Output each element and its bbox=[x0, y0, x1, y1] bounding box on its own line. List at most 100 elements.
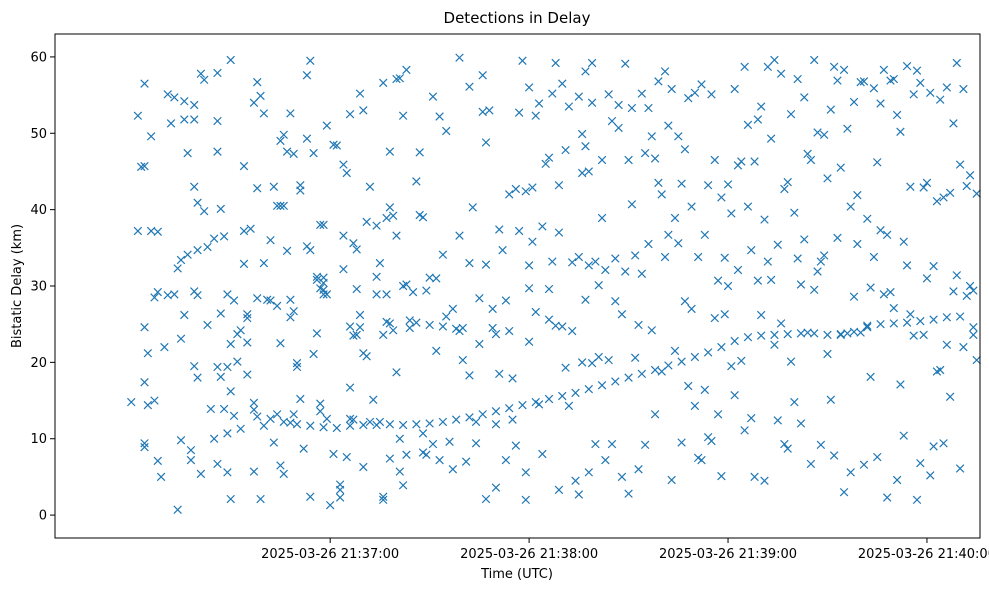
data-point-marker bbox=[690, 88, 700, 98]
data-point-marker bbox=[471, 417, 481, 427]
data-point-marker bbox=[567, 326, 577, 336]
data-point-marker bbox=[166, 119, 176, 128]
data-point-marker bbox=[942, 313, 952, 322]
data-point-marker bbox=[896, 380, 905, 389]
data-point-marker bbox=[727, 361, 736, 371]
data-point-marker bbox=[266, 235, 275, 245]
data-point-marker bbox=[700, 385, 710, 395]
data-point-marker bbox=[919, 330, 928, 340]
data-point-marker bbox=[153, 456, 163, 466]
y-tick-label: 40 bbox=[30, 203, 47, 218]
data-point-marker bbox=[140, 377, 149, 387]
x-tick-label: 2025-03-26 21:37:00 bbox=[261, 547, 399, 562]
data-point-marker bbox=[564, 102, 574, 111]
data-point-marker bbox=[491, 483, 501, 492]
data-point-marker bbox=[345, 421, 355, 430]
data-point-marker bbox=[796, 329, 806, 338]
data-point-marker bbox=[306, 492, 315, 501]
data-point-marker bbox=[302, 71, 312, 80]
data-point-marker bbox=[730, 336, 739, 346]
data-point-marker bbox=[846, 468, 855, 477]
data-point-marker bbox=[882, 230, 892, 240]
data-point-marker bbox=[664, 361, 673, 370]
data-point-marker bbox=[554, 485, 564, 495]
data-point-marker bbox=[223, 468, 232, 477]
x-axis-ticks: 2025-03-26 21:37:00 2025-03-26 21:38:00 20… bbox=[261, 538, 989, 562]
data-point-marker bbox=[919, 183, 928, 192]
data-point-marker bbox=[435, 455, 444, 465]
data-point-marker bbox=[196, 69, 206, 78]
data-point-marker bbox=[538, 449, 547, 459]
data-point-marker bbox=[504, 403, 514, 413]
data-point-marker bbox=[465, 371, 474, 380]
data-point-marker bbox=[621, 59, 630, 69]
data-point-marker bbox=[793, 254, 802, 263]
data-point-marker bbox=[796, 280, 806, 289]
data-point-marker bbox=[524, 337, 534, 346]
data-point-marker bbox=[365, 417, 375, 427]
data-point-marker bbox=[355, 323, 365, 332]
data-point-marker bbox=[501, 455, 511, 465]
data-point-marker bbox=[286, 295, 295, 304]
x-tick-label: 2025-03-26 21:40:00 bbox=[858, 547, 989, 562]
data-point-marker bbox=[190, 115, 199, 124]
data-point-marker bbox=[299, 444, 308, 453]
data-point-marker bbox=[813, 128, 822, 137]
data-point-marker bbox=[531, 307, 540, 317]
data-point-marker bbox=[282, 147, 292, 156]
data-point-marker bbox=[770, 330, 779, 340]
data-point-marker bbox=[246, 224, 255, 233]
data-point-marker bbox=[156, 472, 166, 482]
data-point-marker bbox=[219, 404, 229, 414]
data-point-marker bbox=[193, 245, 202, 255]
data-point-marker bbox=[385, 319, 395, 328]
data-point-marker bbox=[926, 88, 935, 98]
data-point-marker bbox=[392, 231, 401, 240]
data-point-marker bbox=[863, 321, 872, 330]
data-point-marker bbox=[747, 413, 756, 423]
data-point-marker bbox=[402, 450, 411, 459]
data-point-marker bbox=[640, 148, 650, 158]
data-point-marker bbox=[730, 84, 739, 94]
data-point-marker bbox=[133, 226, 143, 236]
data-point-marker bbox=[558, 322, 567, 331]
data-point-marker bbox=[634, 320, 643, 330]
data-point-marker bbox=[902, 318, 912, 327]
data-point-marker bbox=[687, 304, 696, 314]
data-point-marker bbox=[756, 102, 766, 111]
data-point-marker bbox=[279, 130, 288, 140]
y-tick-label: 0 bbox=[39, 509, 47, 524]
data-point-marker bbox=[703, 348, 713, 357]
data-point-marker bbox=[412, 318, 421, 327]
data-point-marker bbox=[790, 208, 799, 217]
data-point-marker bbox=[680, 145, 690, 154]
data-point-marker bbox=[829, 451, 839, 460]
data-point-marker bbox=[296, 186, 305, 195]
data-point-marker bbox=[717, 193, 726, 202]
data-point-marker bbox=[548, 257, 557, 266]
data-point-marker bbox=[418, 213, 428, 222]
data-point-marker bbox=[289, 306, 298, 316]
data-point-marker bbox=[587, 58, 597, 68]
data-point-marker bbox=[455, 53, 464, 62]
data-point-marker bbox=[372, 290, 381, 299]
data-point-marker bbox=[233, 357, 242, 366]
data-point-marker bbox=[627, 200, 637, 209]
data-point-marker bbox=[276, 201, 285, 211]
data-point-marker bbox=[574, 252, 584, 262]
data-point-marker bbox=[236, 326, 245, 335]
data-point-marker bbox=[481, 260, 491, 269]
data-point-marker bbox=[604, 90, 613, 99]
data-point-marker bbox=[587, 358, 597, 368]
data-point-marker bbox=[461, 457, 471, 466]
data-point-marker bbox=[339, 231, 348, 240]
data-point-marker bbox=[766, 134, 776, 143]
data-point-marker bbox=[584, 167, 594, 176]
data-point-marker bbox=[617, 310, 627, 319]
data-point-marker bbox=[972, 189, 981, 198]
data-point-marker bbox=[577, 168, 587, 178]
data-point-marker bbox=[504, 190, 514, 199]
data-point-marker bbox=[581, 67, 590, 76]
data-point-marker bbox=[259, 421, 269, 430]
data-point-marker bbox=[969, 323, 978, 332]
